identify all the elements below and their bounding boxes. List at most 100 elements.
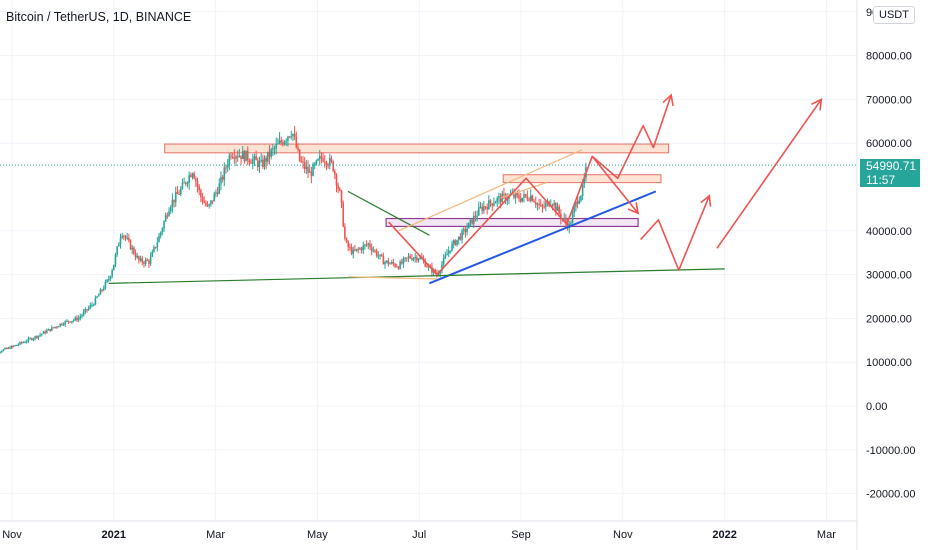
candle-body [513, 193, 515, 198]
candle-body [128, 237, 130, 241]
candle-body [539, 205, 542, 207]
candle-body [233, 157, 236, 159]
candle-body [124, 236, 127, 238]
candle-body [349, 247, 351, 249]
candle-body [9, 347, 11, 349]
candle-body [216, 192, 219, 194]
candle-body [417, 258, 420, 261]
candle-body [474, 215, 477, 218]
candle-body [344, 226, 346, 239]
zone-layer [164, 143, 670, 228]
candle-body [288, 136, 291, 138]
candle-body [499, 196, 502, 203]
x-tick-label: Sep [511, 529, 531, 541]
candle-body [493, 203, 495, 206]
candle-body [94, 297, 97, 305]
candle-body [253, 156, 256, 160]
candle-body [113, 264, 115, 271]
last-price-value: 54990.71 [866, 159, 917, 173]
candle-body [528, 199, 530, 201]
candle-body [392, 262, 395, 265]
candle-body [141, 258, 144, 263]
candle-body [400, 261, 403, 264]
candle-body [174, 192, 177, 203]
candle-body [25, 341, 28, 343]
candle-body [56, 326, 58, 328]
candle-body [416, 256, 418, 261]
candle-body [389, 263, 391, 265]
candle-body [41, 333, 43, 335]
x-tick-label: Mar [817, 529, 836, 541]
candle-body [555, 203, 557, 211]
candle-body [27, 338, 30, 342]
candle-body [295, 136, 298, 148]
candle-body [166, 215, 169, 217]
candle-body [10, 345, 13, 349]
candle-body [446, 253, 448, 256]
candle-body [407, 256, 410, 258]
candle-body [46, 330, 48, 334]
candle-body [92, 304, 95, 306]
projection-arrowhead [627, 202, 640, 215]
candle-body [210, 200, 212, 205]
descending-trendline [347, 190, 430, 236]
candle-body [278, 140, 281, 144]
candle-body [583, 177, 586, 184]
candle-body [365, 244, 368, 246]
candle-body [282, 142, 284, 145]
candle-body [196, 181, 199, 187]
candle-body [298, 149, 301, 161]
candle-body [156, 242, 159, 248]
candle-body [0, 351, 1, 353]
candle-body [203, 201, 206, 203]
y-tick-label: 20000.00 [866, 313, 912, 325]
candle-body [372, 250, 375, 252]
candle-body [149, 256, 152, 264]
candle-body [347, 242, 350, 248]
candle-body [374, 250, 376, 252]
candle-body [313, 163, 316, 165]
candle-body [131, 247, 134, 250]
projection-path [591, 155, 639, 214]
candle-body [139, 258, 142, 261]
candle-body [538, 203, 540, 206]
candle-body [195, 178, 197, 182]
candle-body [123, 235, 125, 237]
candle-body [72, 319, 75, 321]
candle-body [191, 173, 194, 178]
candle-body [111, 270, 113, 277]
candle-body [359, 248, 361, 250]
candle-body [116, 246, 118, 255]
candle-body [67, 320, 70, 322]
candle-body [272, 148, 274, 150]
candle-body [158, 235, 160, 243]
candle-body [24, 342, 26, 344]
candle-body [367, 243, 370, 245]
x-tick-label: 2022 [712, 529, 736, 541]
candle-body [394, 264, 396, 267]
candle-body [476, 215, 478, 218]
candle-body [52, 327, 55, 329]
price-axis[interactable]: 90000.0080000.0070000.0060000.0040000.00… [866, 7, 916, 501]
currency-button[interactable]: USDT [873, 6, 915, 24]
candle-body [412, 258, 415, 260]
candle-body [59, 323, 62, 327]
candle-body [488, 200, 490, 210]
candle-body [173, 199, 175, 203]
candle-body [133, 247, 135, 254]
candle-body [134, 253, 137, 258]
candle-body [385, 260, 388, 263]
candle-body [280, 140, 283, 143]
candle-body [287, 136, 289, 141]
candle-body [571, 212, 574, 224]
candle-body [563, 218, 565, 220]
candle-body [350, 247, 353, 254]
y-tick-label: -10000.00 [866, 445, 916, 457]
candle-body [364, 244, 366, 246]
channel-line [500, 182, 547, 199]
candle-body [323, 161, 326, 163]
time-axis[interactable]: Nov 2021 Mar May Jul Sep Nov 2022 Mar [2, 529, 836, 541]
candle-body [335, 174, 338, 186]
candle-body [129, 240, 132, 250]
